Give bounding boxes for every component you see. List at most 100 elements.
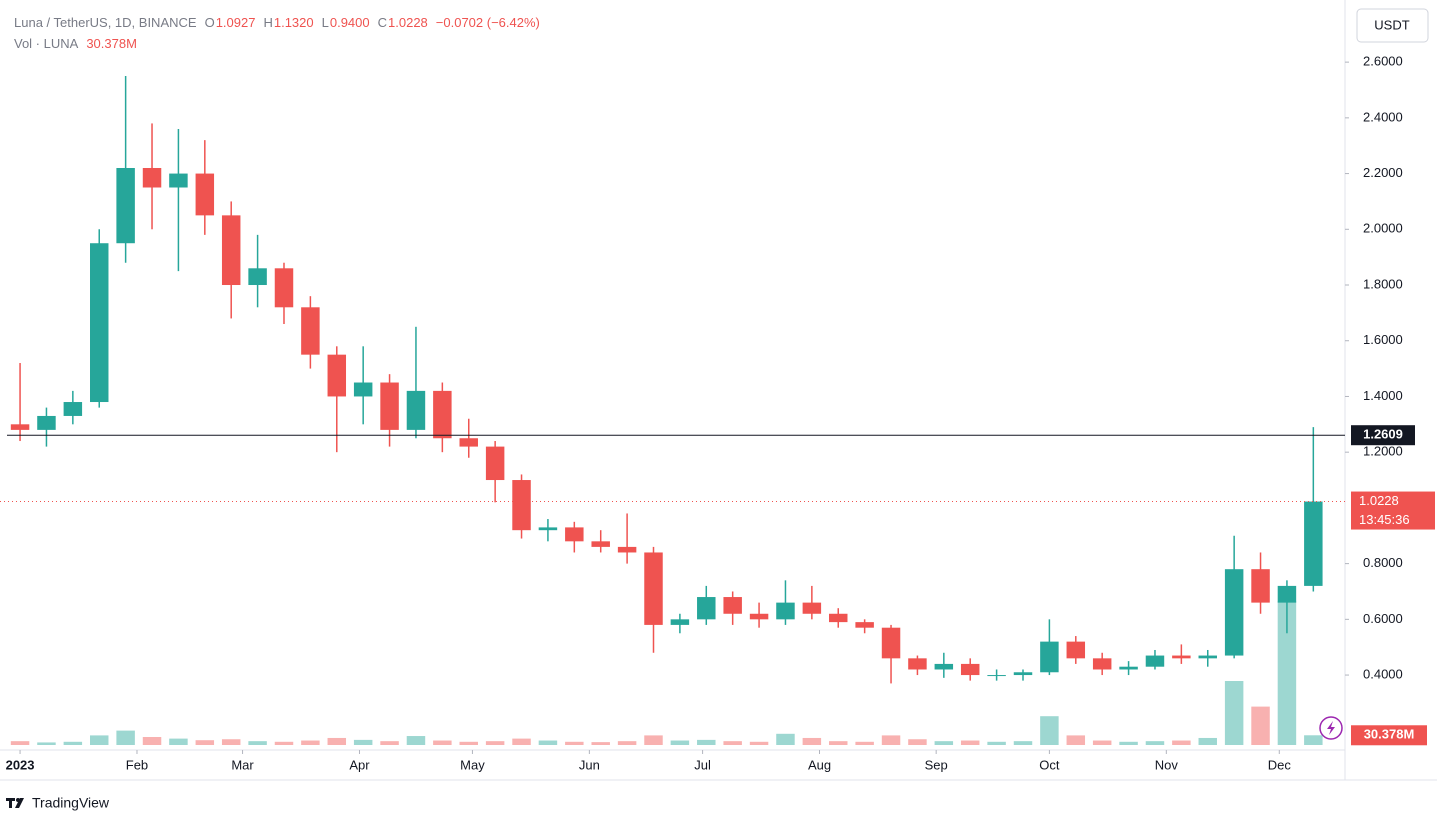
- ohlc-value: 0.9400: [330, 15, 370, 30]
- volume-bar: [353, 739, 373, 745]
- volume-bar: [829, 741, 848, 745]
- volume-bar: [934, 741, 954, 745]
- candle-body: [934, 663, 954, 670]
- candle-body: [1013, 672, 1033, 676]
- brand-logo: [6, 798, 24, 808]
- volume-bar: [301, 740, 320, 745]
- candle-body: [1251, 569, 1270, 603]
- candle-body: [829, 613, 848, 623]
- x-tick-label: Feb: [126, 757, 148, 772]
- candle-body: [37, 415, 56, 430]
- volume-bar: [37, 742, 56, 745]
- candle-body: [881, 627, 901, 659]
- candle-body: [538, 527, 558, 531]
- y-tick-label: 0.6000: [1363, 611, 1403, 626]
- candle-body: [1145, 655, 1165, 667]
- y-tick-label: 2.4000: [1363, 109, 1403, 124]
- currency-button[interactable]: [1356, 8, 1429, 43]
- volume-bar: [512, 738, 531, 745]
- volume-key: Vol · LUNA: [14, 36, 79, 51]
- candle-body: [248, 268, 267, 286]
- y-tick-label: 1.4000: [1363, 388, 1403, 403]
- candle-body: [327, 354, 347, 397]
- y-tick-label: 2.0000: [1363, 221, 1403, 236]
- volume-bar: [644, 735, 663, 745]
- volume-bar: [248, 741, 267, 745]
- candle-body: [1224, 569, 1244, 656]
- volume-bar: [169, 738, 188, 745]
- x-tick-label: Aug: [808, 757, 831, 772]
- x-tick-label: Dec: [1268, 757, 1292, 772]
- ohlc-key: H: [263, 15, 272, 30]
- volume-bar: [591, 742, 610, 745]
- volume-bar: [195, 740, 215, 745]
- x-tick-label: Mar: [231, 757, 254, 772]
- header: Luna / TetherUS, 1D, BINANCE O1.0927 H1.13…: [14, 15, 540, 30]
- candle-body: [221, 215, 241, 286]
- candle-body: [274, 268, 294, 308]
- candle-body: [1119, 666, 1138, 670]
- ohlc-value: 1.0228: [388, 15, 428, 30]
- candle-body: [10, 424, 30, 430]
- x-tick-label: Sep: [925, 757, 948, 772]
- candle-body: [485, 446, 505, 481]
- candle-body: [670, 619, 690, 625]
- volume-bar: [1119, 741, 1138, 745]
- candle-body: [697, 597, 716, 620]
- countdown: 13:45:36: [1359, 512, 1410, 527]
- candle-body: [960, 663, 980, 676]
- volume-bar: [960, 740, 980, 745]
- volume-bar: [1172, 740, 1191, 745]
- volume-bar: [90, 735, 109, 745]
- volume-badge: [1351, 725, 1427, 746]
- volume-bar: [116, 730, 135, 745]
- volume-bar: [670, 740, 690, 745]
- candle-body: [459, 438, 478, 447]
- candle-body: [380, 382, 399, 430]
- volume-bar: [538, 740, 558, 745]
- x-tick-label: Jul: [694, 757, 711, 772]
- symbol: Luna / TetherUS, 1D, BINANCE: [14, 15, 197, 30]
- candle-body: [617, 546, 637, 553]
- volume-bar: [1040, 716, 1059, 745]
- candle-body: [433, 390, 452, 439]
- ohlc-key: O: [205, 15, 215, 30]
- candle-body: [353, 382, 373, 397]
- candle-body: [195, 173, 215, 216]
- y-tick-label: 0.4000: [1363, 666, 1403, 681]
- volume-bar: [855, 741, 874, 745]
- candle-body: [301, 307, 320, 355]
- ohlc-value: 1.0927: [216, 15, 256, 30]
- x-tick-label: Jun: [579, 757, 600, 772]
- candle-body: [1277, 585, 1297, 603]
- x-tick-label: Oct: [1039, 757, 1060, 772]
- volume-bar: [723, 741, 742, 745]
- volume-bar: [327, 737, 347, 745]
- volume-bar: [1304, 735, 1323, 745]
- x-tick-label: Nov: [1155, 757, 1179, 772]
- volume-value: 30.378M: [86, 36, 137, 51]
- candle-body: [142, 167, 162, 188]
- brand-name: TradingView: [32, 795, 110, 811]
- volume-bar: [987, 741, 1006, 745]
- volume-bar: [274, 741, 294, 745]
- volume-bar: [881, 735, 901, 745]
- candle-body: [908, 658, 927, 670]
- ohlc-key: L: [322, 15, 329, 30]
- ohlc-value: 1.1320: [274, 15, 314, 30]
- last-price-badge: [1351, 491, 1435, 530]
- volume-bar: [776, 733, 795, 745]
- lightning-icon: [1327, 721, 1335, 735]
- candle-body: [855, 622, 874, 628]
- price-line-label: 1.2609: [1363, 427, 1403, 442]
- volume-bar: [617, 741, 637, 745]
- x-tick-label: Apr: [349, 757, 370, 772]
- volume-bar: [10, 741, 30, 745]
- candle-body: [406, 390, 426, 430]
- price-line-badge: [1351, 425, 1415, 446]
- last-price-label: 1.0228: [1359, 493, 1399, 508]
- volume-bar: [1066, 735, 1086, 745]
- y-tick-label: 1.2000: [1363, 444, 1403, 459]
- candle-body: [1198, 655, 1217, 659]
